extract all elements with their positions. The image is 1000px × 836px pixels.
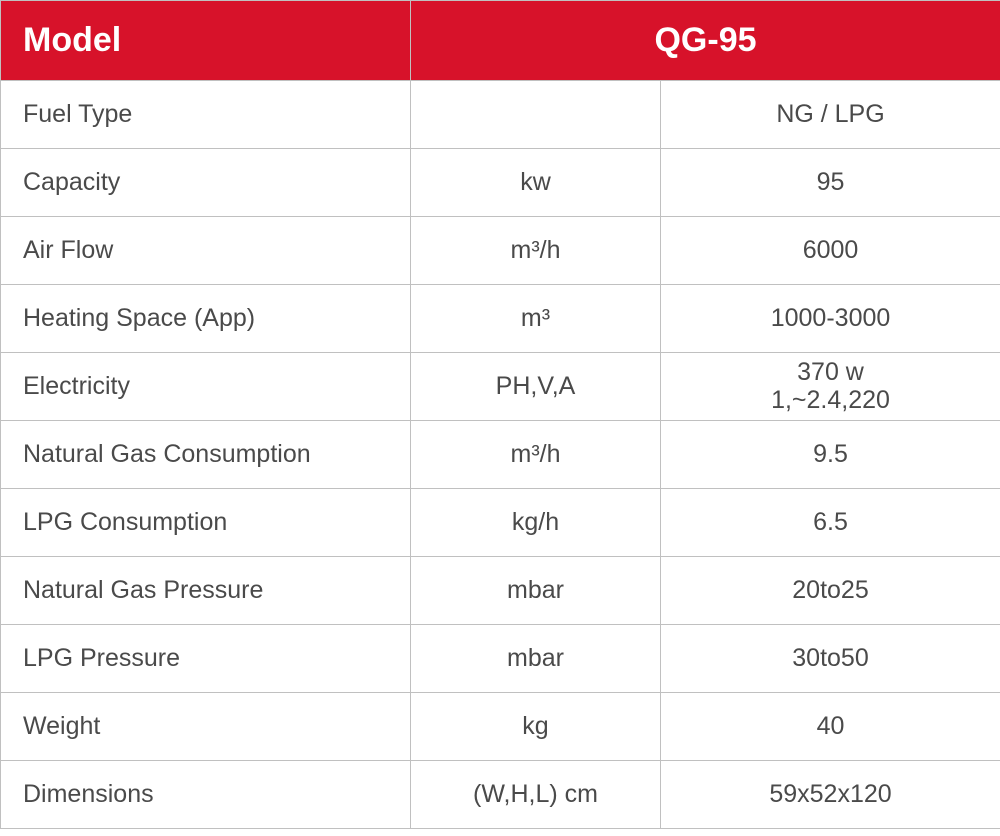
spec-value: 9.5 [661,421,1000,489]
spec-value-line1: 370 w [797,358,864,386]
spec-unit [411,81,661,149]
spec-unit: kg [411,693,661,761]
header-model-label: Model [1,1,411,81]
spec-label: Weight [1,693,411,761]
header-model-value: QG-95 [411,1,1000,81]
spec-label: LPG Pressure [1,625,411,693]
spec-unit: kw [411,149,661,217]
table-row: Natural Gas Pressure mbar 20to25 [1,557,1000,625]
table-row: Natural Gas Consumption m³/h 9.5 [1,421,1000,489]
spec-label: Dimensions [1,761,411,829]
spec-unit: m³ [411,285,661,353]
spec-unit: mbar [411,557,661,625]
table-row: Heating Space (App) m³ 1000-3000 [1,285,1000,353]
spec-tbody: Fuel Type NG / LPG Capacity kw 95 Air Fl… [1,81,1000,829]
spec-label: Heating Space (App) [1,285,411,353]
spec-value: 6.5 [661,489,1000,557]
spec-table: Model QG-95 Fuel Type NG / LPG Capacity … [0,0,1000,829]
spec-label: Air Flow [1,217,411,285]
spec-value: 59x52x120 [661,761,1000,829]
spec-value: 6000 [661,217,1000,285]
table-row: LPG Consumption kg/h 6.5 [1,489,1000,557]
spec-label: Electricity [1,353,411,421]
spec-unit: mbar [411,625,661,693]
header-row: Model QG-95 [1,1,1000,81]
spec-unit: m³/h [411,217,661,285]
spec-unit: kg/h [411,489,661,557]
table-row: LPG Pressure mbar 30to50 [1,625,1000,693]
spec-value: 370 w 1,~2.4,220 [661,353,1000,421]
spec-value-line2: 1,~2.4,220 [771,386,890,414]
spec-value: 1000-3000 [661,285,1000,353]
spec-label: Capacity [1,149,411,217]
spec-label: Natural Gas Consumption [1,421,411,489]
spec-label: LPG Consumption [1,489,411,557]
spec-unit: m³/h [411,421,661,489]
table-row: Capacity kw 95 [1,149,1000,217]
table-row: Fuel Type NG / LPG [1,81,1000,149]
spec-value: 20to25 [661,557,1000,625]
spec-value: 30to50 [661,625,1000,693]
table-row: Dimensions (W,H,L) cm 59x52x120 [1,761,1000,829]
spec-label: Fuel Type [1,81,411,149]
spec-value: 95 [661,149,1000,217]
spec-unit: (W,H,L) cm [411,761,661,829]
table-row: Air Flow m³/h 6000 [1,217,1000,285]
table-row: Weight kg 40 [1,693,1000,761]
spec-value: NG / LPG [661,81,1000,149]
spec-unit: PH,V,A [411,353,661,421]
table-row: Electricity PH,V,A 370 w 1,~2.4,220 [1,353,1000,421]
spec-label: Natural Gas Pressure [1,557,411,625]
spec-value: 40 [661,693,1000,761]
